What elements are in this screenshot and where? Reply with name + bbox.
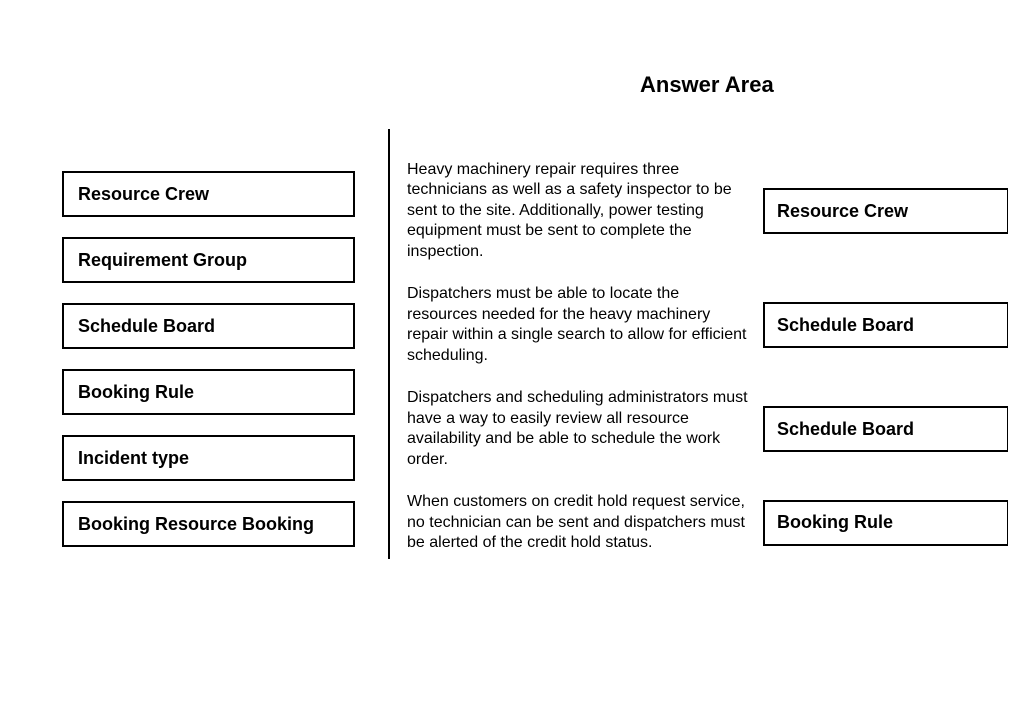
answer-label: Schedule Board	[777, 419, 914, 440]
source-option-schedule-board[interactable]: Schedule Board	[62, 303, 355, 349]
answer-slot[interactable]: Schedule Board	[763, 302, 1008, 348]
column-divider	[388, 129, 390, 559]
scenario-text: Dispatchers must be able to locate the r…	[395, 282, 755, 368]
answer-rows: Heavy machinery repair requires three te…	[395, 158, 1025, 574]
answer-row: Heavy machinery repair requires three te…	[395, 158, 1025, 264]
answer-slot[interactable]: Booking Rule	[763, 500, 1008, 546]
answer-slot[interactable]: Schedule Board	[763, 406, 1008, 452]
scenario-text: Heavy machinery repair requires three te…	[395, 158, 755, 264]
answer-label: Booking Rule	[777, 512, 893, 533]
scenario-text: When customers on credit hold request se…	[395, 490, 755, 555]
source-option-label: Incident type	[78, 448, 189, 469]
page: Answer Area Resource Crew Requirement Gr…	[0, 0, 1033, 723]
source-option-incident-type[interactable]: Incident type	[62, 435, 355, 481]
source-option-label: Schedule Board	[78, 316, 215, 337]
answer-slot[interactable]: Resource Crew	[763, 188, 1008, 234]
source-option-label: Resource Crew	[78, 184, 209, 205]
source-option-requirement-group[interactable]: Requirement Group	[62, 237, 355, 283]
answer-row: Dispatchers must be able to locate the r…	[395, 282, 1025, 368]
source-option-booking-resource-booking[interactable]: Booking Resource Booking	[62, 501, 355, 547]
answer-label: Schedule Board	[777, 315, 914, 336]
source-option-label: Booking Resource Booking	[78, 514, 314, 535]
source-options-column: Resource Crew Requirement Group Schedule…	[62, 171, 355, 567]
scenario-text: Dispatchers and scheduling administrator…	[395, 386, 755, 472]
answer-row: When customers on credit hold request se…	[395, 490, 1025, 555]
source-option-booking-rule[interactable]: Booking Rule	[62, 369, 355, 415]
source-option-resource-crew[interactable]: Resource Crew	[62, 171, 355, 217]
answer-row: Dispatchers and scheduling administrator…	[395, 386, 1025, 472]
source-option-label: Booking Rule	[78, 382, 194, 403]
answer-area-title: Answer Area	[640, 72, 774, 98]
source-option-label: Requirement Group	[78, 250, 247, 271]
answer-label: Resource Crew	[777, 201, 908, 222]
